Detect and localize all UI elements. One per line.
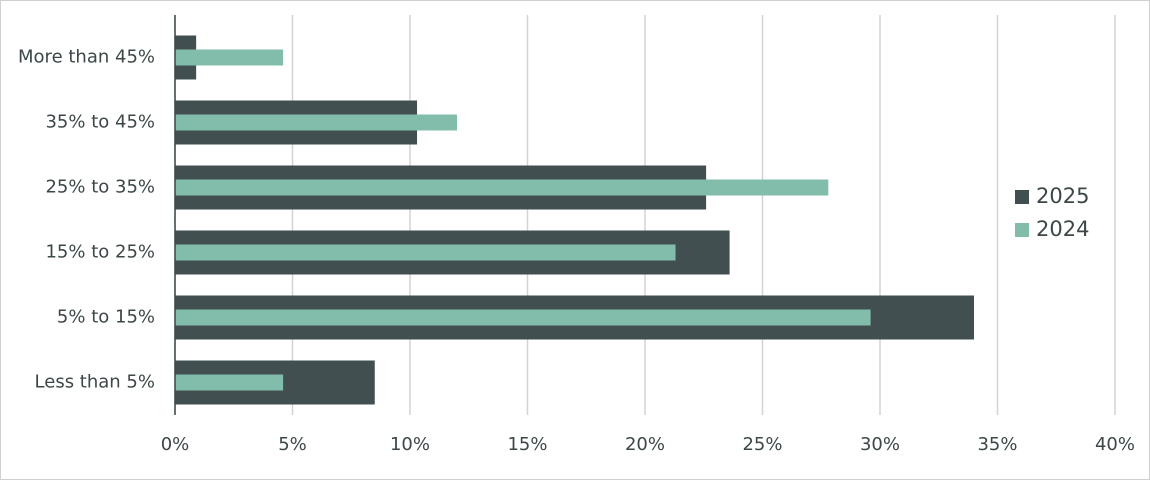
- x-tick-label: 20%: [625, 434, 665, 455]
- x-tick-label: 30%: [860, 434, 900, 455]
- bar: [175, 114, 457, 131]
- legend-swatch: [1015, 190, 1029, 204]
- legend-swatch: [1015, 223, 1029, 237]
- legend-label: 2024: [1036, 217, 1089, 241]
- x-tick-label: 5%: [278, 434, 307, 455]
- x-tick-label: 15%: [507, 434, 547, 455]
- y-tick-label: 15% to 25%: [45, 242, 155, 263]
- bar: [175, 244, 676, 261]
- x-tick-label: 35%: [977, 434, 1017, 455]
- x-tick-label: 10%: [390, 434, 430, 455]
- x-tick-label: 25%: [742, 434, 782, 455]
- y-tick-label: 35% to 45%: [45, 112, 155, 133]
- legend-label: 2025: [1036, 184, 1089, 208]
- y-tick-label: Less than 5%: [35, 372, 155, 393]
- bar: [175, 374, 284, 391]
- y-tick-label: 5% to 15%: [57, 307, 155, 328]
- bar: [175, 49, 284, 66]
- bar: [175, 179, 829, 196]
- y-tick-label: 25% to 35%: [45, 177, 155, 198]
- x-tick-label: 40%: [1095, 434, 1135, 455]
- y-tick-label: More than 45%: [18, 47, 155, 68]
- x-tick-label: 0%: [161, 434, 190, 455]
- bar: [175, 309, 871, 326]
